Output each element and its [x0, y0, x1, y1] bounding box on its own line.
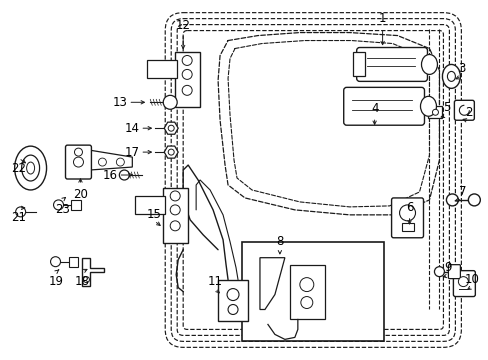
- Text: 12: 12: [175, 19, 190, 32]
- Text: 3: 3: [457, 62, 464, 75]
- Text: 9: 9: [444, 261, 451, 274]
- Text: 13: 13: [113, 96, 127, 109]
- Ellipse shape: [399, 205, 415, 221]
- Ellipse shape: [182, 55, 192, 66]
- Text: 16: 16: [102, 168, 118, 181]
- Text: 7: 7: [458, 185, 465, 198]
- Ellipse shape: [468, 194, 479, 206]
- Text: 20: 20: [73, 188, 88, 202]
- Text: 19: 19: [49, 275, 64, 288]
- Ellipse shape: [15, 146, 46, 190]
- Ellipse shape: [421, 54, 437, 75]
- Ellipse shape: [119, 170, 129, 180]
- Ellipse shape: [420, 96, 436, 116]
- FancyBboxPatch shape: [391, 198, 423, 238]
- Ellipse shape: [26, 162, 35, 174]
- FancyBboxPatch shape: [147, 60, 177, 78]
- Polygon shape: [260, 258, 285, 310]
- FancyBboxPatch shape: [447, 265, 459, 279]
- Bar: [71, 200, 81, 210]
- Ellipse shape: [163, 95, 177, 109]
- Bar: [401, 223, 413, 231]
- FancyBboxPatch shape: [452, 271, 474, 297]
- Ellipse shape: [73, 157, 83, 167]
- Polygon shape: [89, 150, 132, 170]
- FancyBboxPatch shape: [218, 280, 247, 321]
- Polygon shape: [82, 258, 104, 285]
- Text: 21: 21: [11, 211, 26, 224]
- Ellipse shape: [168, 149, 174, 155]
- Ellipse shape: [98, 158, 106, 166]
- Ellipse shape: [74, 148, 82, 156]
- Ellipse shape: [227, 305, 238, 315]
- Bar: [68, 257, 78, 267]
- Bar: [163, 188, 188, 243]
- Ellipse shape: [168, 125, 174, 131]
- Text: 17: 17: [124, 145, 140, 159]
- Ellipse shape: [226, 289, 239, 301]
- Text: 15: 15: [146, 208, 162, 221]
- Bar: [352, 53, 364, 76]
- Text: 6: 6: [405, 201, 412, 215]
- Text: 1: 1: [378, 12, 386, 25]
- Ellipse shape: [170, 205, 180, 215]
- Text: 22: 22: [11, 162, 26, 175]
- Ellipse shape: [182, 69, 192, 80]
- Ellipse shape: [446, 194, 457, 206]
- FancyBboxPatch shape: [356, 48, 427, 81]
- Text: 14: 14: [124, 122, 140, 135]
- Text: 8: 8: [276, 235, 283, 248]
- Ellipse shape: [53, 200, 63, 210]
- FancyBboxPatch shape: [65, 145, 91, 179]
- Bar: [427, 106, 442, 118]
- FancyBboxPatch shape: [135, 196, 165, 214]
- Text: 2: 2: [465, 106, 472, 119]
- Text: 23: 23: [55, 203, 70, 216]
- Ellipse shape: [447, 71, 454, 81]
- Text: 5: 5: [442, 101, 449, 114]
- Ellipse shape: [431, 109, 438, 115]
- Ellipse shape: [16, 207, 25, 217]
- Ellipse shape: [300, 297, 312, 309]
- Ellipse shape: [299, 278, 313, 292]
- Text: 11: 11: [207, 275, 222, 288]
- Text: 18: 18: [75, 275, 90, 288]
- Ellipse shape: [170, 221, 180, 231]
- Text: 4: 4: [370, 102, 378, 115]
- FancyBboxPatch shape: [453, 100, 473, 120]
- Ellipse shape: [182, 85, 192, 95]
- Ellipse shape: [50, 257, 61, 267]
- Ellipse shape: [442, 64, 459, 88]
- Ellipse shape: [433, 267, 444, 276]
- Bar: [175, 53, 200, 107]
- Ellipse shape: [170, 191, 180, 201]
- Ellipse shape: [457, 276, 468, 287]
- Bar: [242, 242, 383, 341]
- Ellipse shape: [21, 155, 40, 181]
- Ellipse shape: [83, 276, 89, 283]
- Ellipse shape: [116, 158, 124, 166]
- FancyBboxPatch shape: [289, 265, 324, 319]
- Text: 10: 10: [464, 273, 479, 286]
- FancyBboxPatch shape: [343, 87, 424, 125]
